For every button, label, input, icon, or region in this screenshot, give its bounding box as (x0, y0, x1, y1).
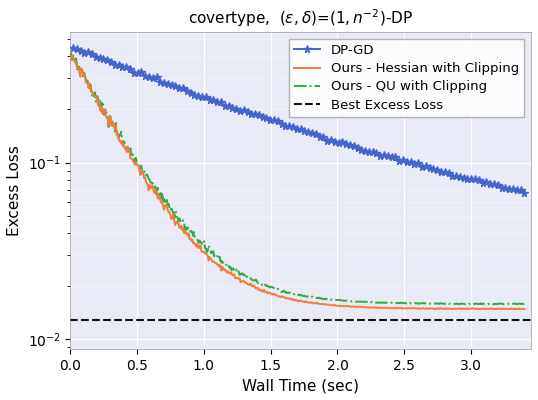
Y-axis label: Excess Loss: Excess Loss (7, 145, 22, 236)
X-axis label: Wall Time (sec): Wall Time (sec) (242, 378, 359, 393)
Legend: DP-GD, Ours - Hessian with Clipping, Ours - QU with Clipping, Best Excess Loss: DP-GD, Ours - Hessian with Clipping, Our… (289, 38, 525, 117)
Title: covertype,  $(\varepsilon, \delta)$=$(1,n^{-2})$-DP: covertype, $(\varepsilon, \delta)$=$(1,n… (188, 7, 413, 29)
